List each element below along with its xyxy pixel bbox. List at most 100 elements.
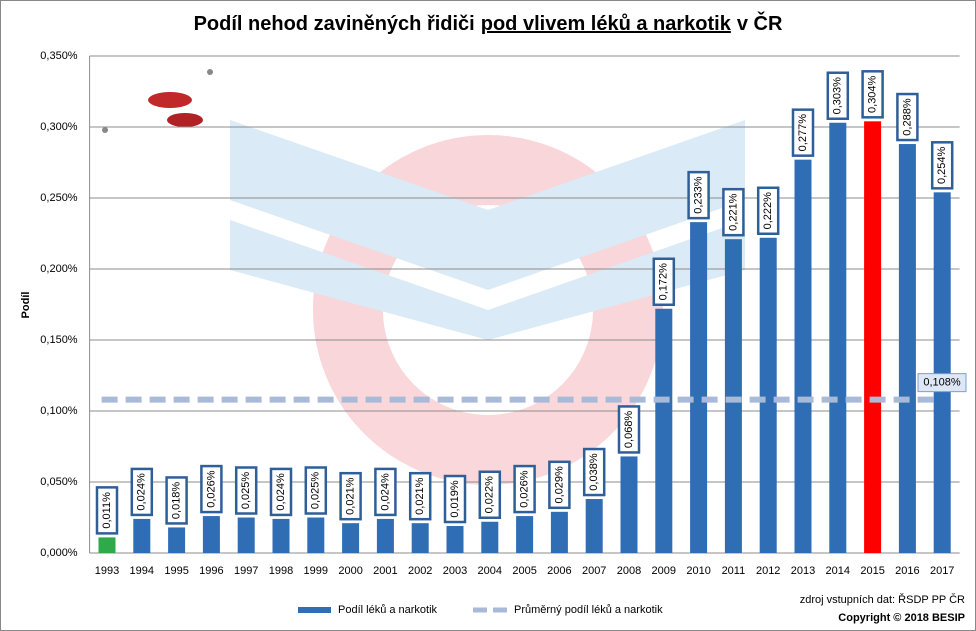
data-label-box: [95, 486, 119, 535]
title-part: v ČR: [737, 11, 783, 35]
y-tick-label: 0,050%: [40, 476, 78, 488]
x-tick-label: 2005: [512, 565, 536, 577]
data-label-box: [443, 474, 467, 524]
bar: [550, 511, 568, 553]
x-tick-label: 2013: [791, 565, 815, 577]
bar: [655, 308, 673, 553]
x-tick-label: 2011: [722, 565, 746, 577]
average-label-box: [917, 373, 967, 393]
x-tick-label: 1995: [164, 565, 188, 577]
bar: [272, 518, 290, 553]
x-tick-label: 2009: [652, 565, 676, 577]
data-label-box: [826, 71, 850, 120]
data-label: 0,254%: [936, 146, 948, 184]
x-tick-label: 2015: [860, 565, 884, 577]
data-label-box: [722, 187, 745, 237]
copyright: Copyright © 2018 BESIP: [838, 612, 965, 624]
x-tick-label: 1994: [130, 565, 154, 577]
chart-title: Podíl nehod zaviněných řidiči pod vlivem …: [194, 11, 783, 35]
data-label-box: [234, 466, 258, 515]
data-label: 0,303%: [832, 77, 844, 115]
bar: [411, 523, 429, 553]
bar: [516, 516, 534, 553]
data-label-box: [165, 476, 188, 525]
x-tick-label: 2006: [547, 565, 571, 577]
bar: [98, 537, 116, 553]
title-part: Podíl nehod zaviněných řidiči: [194, 13, 475, 35]
data-label-box: [687, 170, 710, 220]
x-tick-label: 2017: [930, 565, 954, 577]
data-label-box: [861, 70, 884, 119]
y-tick-label: 0,000%: [40, 547, 78, 559]
x-tick-label: 1996: [199, 565, 223, 577]
bar: [759, 237, 777, 553]
source: zdroj vstupních dat: ŘSDP PP ČR: [800, 593, 965, 606]
data-label-box: [200, 464, 223, 514]
data-label: 0,288%: [901, 98, 913, 136]
data-label-box: [791, 108, 815, 157]
y-tick-label: 0,150%: [40, 334, 78, 346]
data-label-box: [548, 460, 571, 510]
data-label: 0,222%: [762, 192, 774, 230]
data-label: 0,172%: [658, 263, 670, 301]
bar: [237, 517, 255, 553]
data-label-box: [582, 447, 606, 497]
watermark: [230, 120, 745, 485]
bar: [342, 523, 360, 553]
bar: [933, 192, 951, 553]
bar: [690, 222, 708, 553]
data-label: 0,024%: [379, 473, 391, 511]
x-tick-label: 2012: [756, 565, 780, 577]
x-tick-label: 1997: [234, 565, 258, 577]
bar: [585, 499, 603, 553]
x-tick-label: 2004: [478, 565, 502, 577]
data-label-box: [478, 470, 502, 520]
x-tick-label: 2007: [582, 565, 606, 577]
legend-bar-swatch: [298, 607, 331, 613]
x-tick-label: 2016: [895, 565, 919, 577]
x-tick-label: 1993: [95, 565, 119, 577]
bar: [481, 521, 499, 553]
data-label: 0,022%: [484, 476, 496, 514]
data-label: 0,026%: [519, 470, 531, 508]
data-label-box: [269, 467, 293, 517]
data-label: 0,021%: [414, 477, 426, 515]
y-tick-label: 0,100%: [40, 405, 78, 417]
x-tick-label: 2014: [826, 565, 850, 577]
data-label: 0,019%: [449, 480, 461, 518]
data-label-box: [408, 471, 432, 521]
data-label-box: [930, 141, 954, 190]
data-label: 0,068%: [623, 411, 635, 449]
y-tick-label: 0,350%: [40, 50, 78, 62]
legend-label: Podíl léků a narkotik: [338, 604, 438, 616]
bar: [829, 122, 847, 554]
data-label: 0,021%: [345, 477, 357, 515]
bar: [898, 144, 916, 554]
data-label: 0,233%: [693, 176, 705, 214]
x-tick-label: 1999: [304, 565, 328, 577]
data-label-box: [896, 92, 919, 142]
x-tick-label: 2010: [686, 565, 710, 577]
bar: [724, 239, 742, 553]
x-tick-label: 1998: [269, 565, 293, 577]
y-axis-label: Podíl: [20, 292, 32, 319]
data-label: 0,011%: [101, 492, 113, 529]
bar: [307, 517, 325, 553]
x-tick-label: 2008: [617, 565, 641, 577]
data-label: 0,304%: [867, 75, 879, 113]
bar: [794, 159, 812, 553]
title-part: pod vlivem léků a narkotik: [481, 13, 732, 35]
data-label-box: [513, 464, 536, 514]
data-label: 0,277%: [797, 114, 809, 152]
data-label-box: [339, 471, 362, 521]
bar: [620, 456, 638, 553]
data-label: 0,029%: [553, 466, 565, 504]
x-tick-label: 2000: [338, 565, 362, 577]
bar: [133, 518, 151, 553]
x-tick-label: 2003: [443, 565, 467, 577]
average-label: 0,108%: [923, 377, 961, 389]
bar: [376, 518, 394, 553]
bar: [202, 516, 220, 553]
data-label: 0,025%: [240, 472, 252, 510]
data-label-box: [617, 405, 641, 454]
